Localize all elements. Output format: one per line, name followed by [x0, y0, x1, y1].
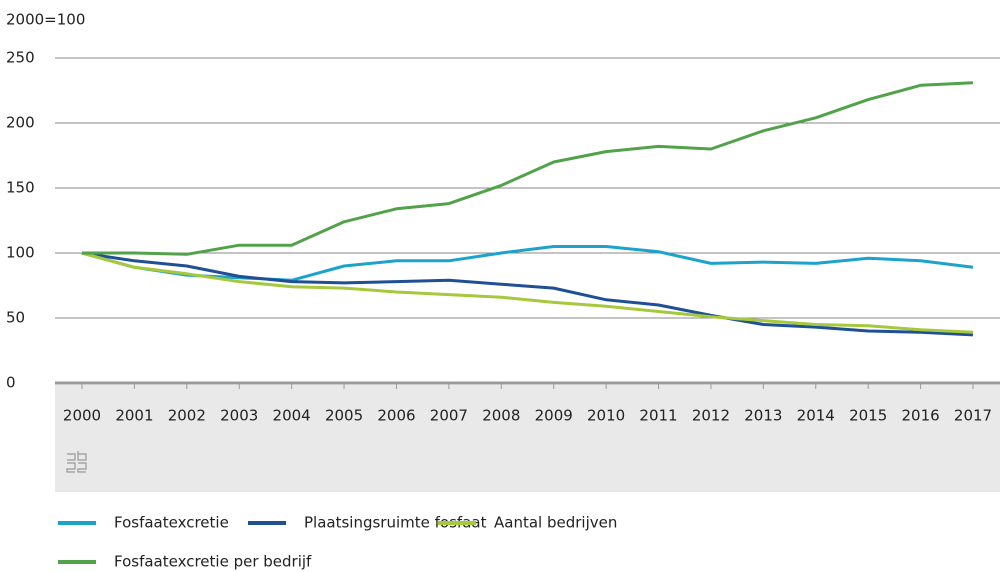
- x-tick-label: 2014: [797, 407, 835, 425]
- x-tick-label: 2005: [325, 407, 363, 425]
- x-tick-label: 2013: [744, 407, 782, 425]
- y-tick-label: 250: [6, 49, 35, 67]
- y-tick-label: 200: [6, 114, 35, 132]
- y-tick-label: 0: [6, 374, 16, 392]
- data-line: [81, 251, 974, 334]
- legend-label: Fosfaatexcretie per bedrijf: [114, 553, 312, 571]
- x-tick-label: 2017: [954, 407, 992, 425]
- x-tick-label: 2004: [273, 407, 311, 425]
- x-tick-label: 2002: [168, 407, 206, 425]
- x-axis-band: [55, 385, 1000, 492]
- x-tick-label: 2001: [115, 407, 153, 425]
- y-tick-label: 50: [6, 309, 25, 327]
- x-tick-label: 2007: [430, 407, 468, 425]
- data-line: [81, 251, 974, 337]
- y-unit-label: 2000=100: [6, 11, 85, 29]
- x-tick-label: 2003: [220, 407, 258, 425]
- legend-label: Plaatsingsruimte fosfaat: [304, 514, 487, 532]
- y-tick-label: 100: [6, 244, 35, 262]
- x-tick-label: 2016: [901, 407, 939, 425]
- x-tick-label: 2000: [63, 407, 101, 425]
- x-tick-label: 2015: [849, 407, 887, 425]
- data-line: [82, 81, 974, 256]
- x-tick-label: 2010: [587, 407, 625, 425]
- x-tick-label: 2011: [639, 407, 677, 425]
- x-tick-label: 2009: [535, 407, 573, 425]
- x-tick-label: 2006: [377, 407, 415, 425]
- cbs-logo: [66, 451, 87, 473]
- legend-label: Aantal bedrijven: [494, 514, 617, 532]
- x-tick-label: 2008: [482, 407, 520, 425]
- legend-label: Fosfaatexcretie: [114, 514, 229, 532]
- data-line: [81, 245, 974, 282]
- x-tick-label: 2012: [692, 407, 730, 425]
- y-tick-label: 150: [6, 179, 35, 197]
